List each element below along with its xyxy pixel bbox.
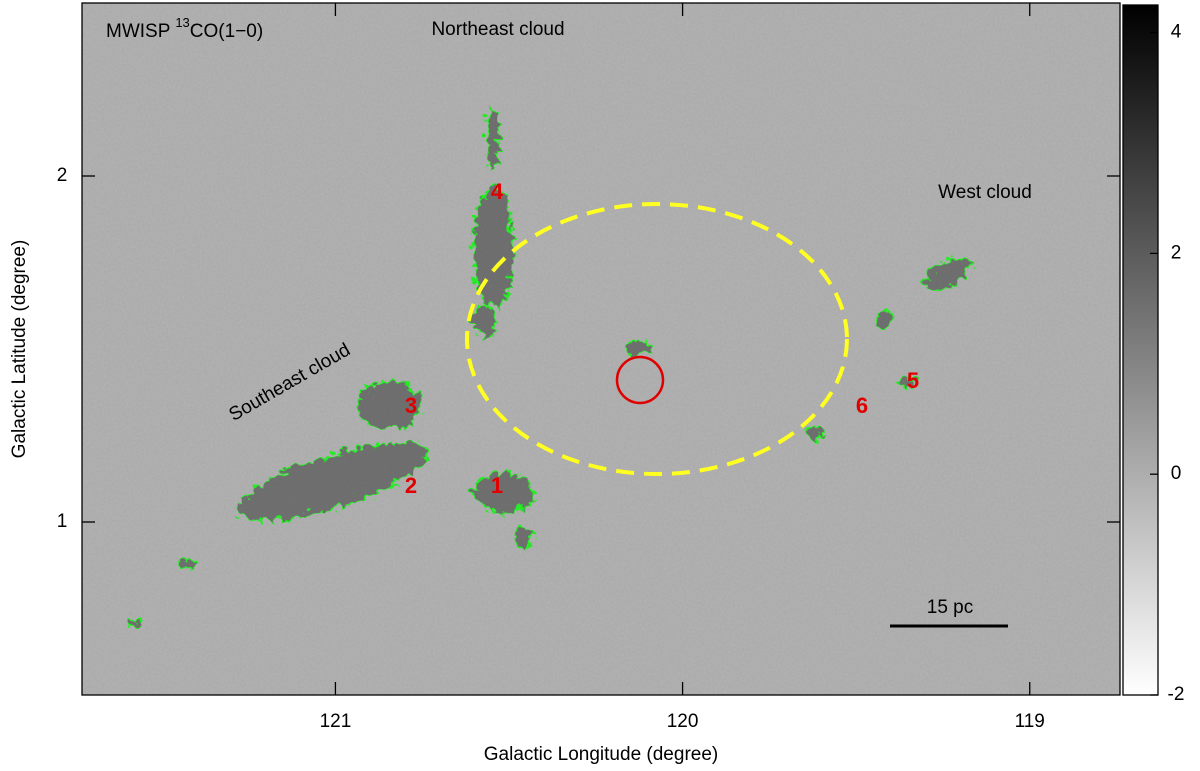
colorbar-tick-label: 0	[1171, 463, 1182, 484]
colorbar-tick-label: 2	[1171, 242, 1182, 263]
title: MWISP 13CO(1−0)	[106, 15, 263, 42]
contour	[622, 336, 648, 354]
contour	[177, 553, 193, 567]
source-marker: 4	[491, 179, 504, 204]
contour	[233, 437, 427, 519]
map-noise	[82, 3, 1120, 695]
source-marker: 1	[491, 473, 503, 498]
region-label: West cloud	[938, 182, 1032, 203]
y-tick-label: 1	[57, 511, 68, 532]
contour	[469, 469, 531, 511]
contour	[896, 372, 914, 384]
shell-ellipse	[465, 202, 849, 476]
contour	[123, 616, 141, 628]
contour	[352, 377, 418, 427]
x-tick-label: 121	[320, 711, 352, 732]
x-tick-label: 119	[1015, 711, 1045, 732]
colorbar	[1122, 4, 1159, 696]
contour	[509, 525, 531, 545]
title-molecule: CO(1−0)	[190, 21, 263, 42]
title-isotope: 13	[175, 15, 189, 30]
region-label: Northeast cloud	[431, 19, 564, 40]
colorbar-tick-label: -2	[1168, 684, 1185, 705]
x-axis-label: Galactic Longitude (degree)	[484, 744, 718, 765]
source-marker: 5	[907, 368, 919, 393]
frame	[81, 2, 1121, 696]
contour	[800, 422, 820, 438]
source-marker: 2	[405, 473, 417, 498]
contour	[871, 305, 889, 325]
title-prefix: MWISP	[106, 21, 170, 42]
x-tick-label: 120	[667, 711, 699, 732]
y-tick-label: 2	[57, 165, 68, 186]
center-circle	[615, 355, 665, 405]
source-marker: 3	[405, 393, 417, 418]
colorbar-tick-label: 4	[1171, 22, 1182, 43]
y-axis-label: Galactic Latitude (degree)	[9, 240, 30, 459]
contours	[123, 104, 970, 628]
source-marker: 6	[856, 393, 868, 418]
contour	[920, 252, 970, 288]
contour	[469, 184, 511, 306]
contour	[482, 104, 498, 166]
scale-bar-label: 15 pc	[927, 597, 973, 618]
